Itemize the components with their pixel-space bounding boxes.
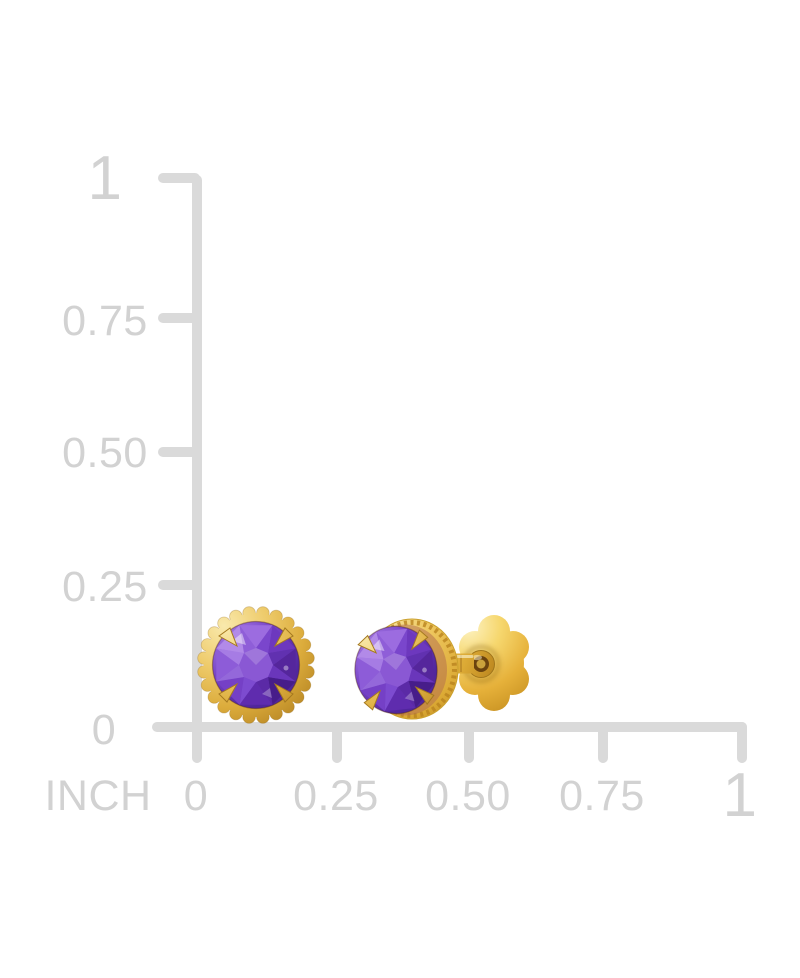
ruler-label-h-0: 0 (183, 772, 209, 820)
ruler-tick-h-025 (332, 722, 342, 763)
ruler-unit-label: INCH (44, 772, 152, 820)
ruler-label-h-075: 0.75 (559, 772, 645, 820)
amethyst-gemstone-front (211, 620, 301, 710)
ruler-tick-v-075 (158, 313, 200, 323)
ruler-tick-h-075 (598, 722, 608, 763)
stud-earring-side (349, 615, 529, 720)
ruler-tick-h-1 (737, 722, 747, 763)
ruler-vertical-line (192, 175, 202, 763)
ruler-tick-v-1 (158, 173, 200, 183)
ruler-label-v-075: 0.75 (62, 297, 148, 345)
ruler-horizontal-line (152, 722, 747, 732)
ruler-tick-v-025 (158, 580, 200, 590)
ruler-label-v-0: 0 (91, 706, 117, 754)
stud-earring-front (197, 606, 315, 724)
post-hub (467, 650, 495, 678)
ruler-tick-h-050 (464, 722, 474, 763)
ruler-label-h-025: 0.25 (293, 772, 379, 820)
ruler-tick-v-050 (158, 447, 200, 457)
ruler-label-v-1: 1 (87, 144, 123, 213)
ruler-label-v-050: 0.50 (62, 429, 148, 477)
ruler-label-h-1: 1 (722, 761, 758, 830)
ruler-label-v-025: 0.25 (62, 563, 148, 611)
ruler-label-h-050: 0.50 (425, 772, 511, 820)
